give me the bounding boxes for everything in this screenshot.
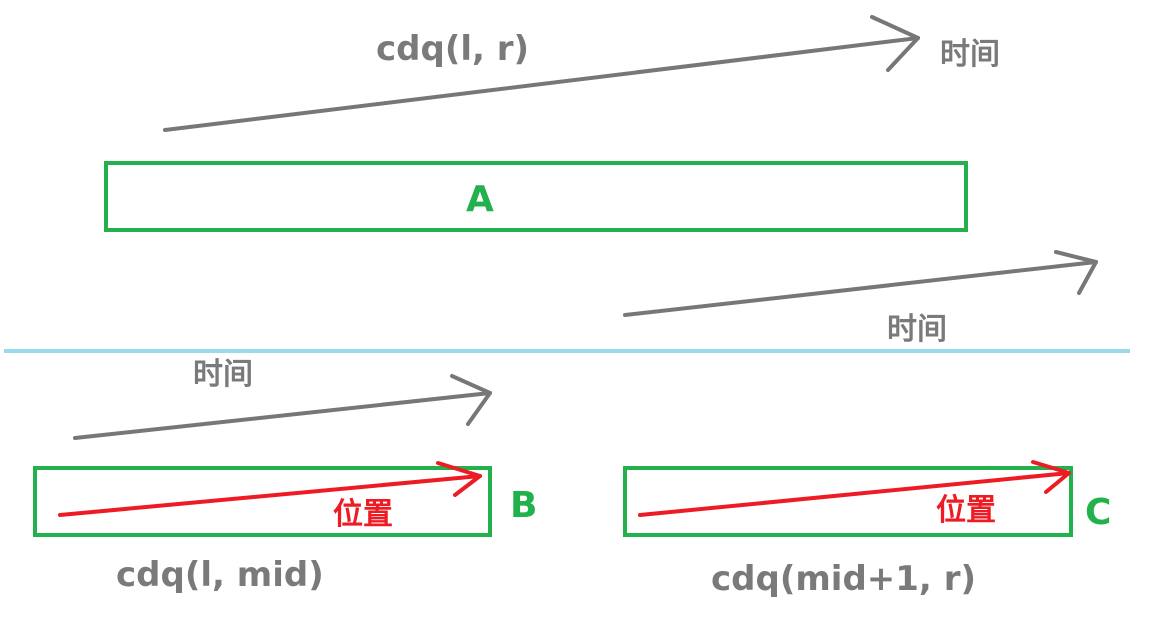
box-c-label: C [1085, 492, 1112, 533]
right-call-label: cdq(mid+1, r) [711, 559, 976, 599]
left-time-arrow [73, 374, 492, 440]
top-time-arrow [163, 15, 920, 132]
top-call-label: cdq(l, r) [376, 29, 530, 69]
right-time-label: 时间 [887, 312, 947, 347]
box-c [623, 466, 1073, 537]
box-a-label: A [466, 179, 494, 220]
right-position-arrow [638, 460, 1071, 517]
left-position-label: 位置 [333, 497, 393, 532]
left-call-label: cdq(l, mid) [116, 555, 324, 595]
right-position-label: 位置 [936, 493, 996, 528]
top-time-label: 时间 [940, 37, 1000, 72]
box-a [104, 161, 968, 232]
box-b [33, 466, 492, 537]
right-time-arrow [623, 250, 1098, 317]
left-time-label: 时间 [193, 357, 253, 392]
left-position-arrow [58, 461, 482, 517]
box-b-label: B [510, 485, 538, 526]
